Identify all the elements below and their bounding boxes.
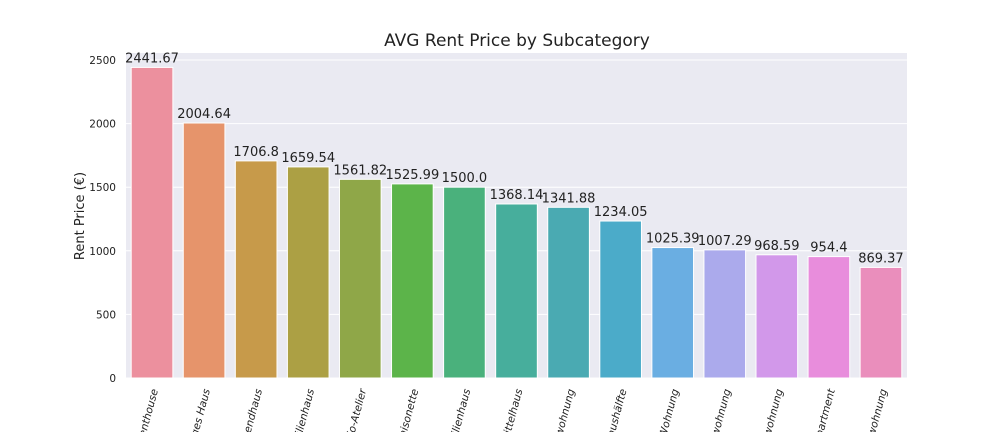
data-labels: 2441.67 2004.64 1706.8 1659.541561.821525.9… (125, 51, 904, 266)
bar (859, 266, 903, 379)
bar (599, 220, 642, 379)
x-tick-label: ittelhaus (502, 387, 526, 432)
x-tick-label: ilienhaus (293, 387, 317, 432)
bar-value-label: 954.4 (810, 241, 847, 256)
y-tick-label: 2000 (89, 119, 116, 131)
bar-value-label: 1025.39 (646, 232, 700, 247)
bar (547, 206, 590, 379)
x-tick-label: endhaus (242, 387, 265, 432)
bar (130, 66, 174, 379)
bar (286, 166, 330, 379)
bar-value-label: 1368.14 (490, 188, 544, 203)
y-tick-label: 1500 (89, 182, 116, 194)
bar (807, 256, 851, 379)
chart-title: AVG Rent Price by Subcategory (384, 31, 650, 51)
y-axis-ticks: 0 500 1000 1500 2000 2500 (89, 55, 116, 385)
y-tick-label: 2500 (89, 55, 116, 67)
bar (495, 203, 538, 379)
bar-value-label: 1234.05 (594, 205, 648, 220)
x-axis-ticks: enthouse ges Haus endhaus ilienhaus io-Ateli… (137, 387, 890, 432)
bar-value-label: 1706.8 (233, 145, 279, 160)
bar (703, 249, 747, 379)
bar (182, 122, 226, 379)
x-tick-label: wohnung (866, 387, 890, 432)
bar (234, 160, 278, 379)
x-tick-label: wohnung (553, 387, 577, 432)
bar-value-label: 1500.0 (442, 171, 488, 186)
x-tick-label: enthouse (137, 388, 161, 432)
y-tick-label: 500 (96, 309, 116, 321)
x-tick-label: aushälfte (605, 388, 629, 432)
y-tick-label: 0 (109, 373, 116, 385)
bar-value-label: 1007.29 (698, 234, 752, 249)
y-axis-label: Rent Price (€) (73, 172, 88, 260)
bar (338, 178, 382, 379)
bar-value-label: 869.37 (858, 251, 904, 266)
bar-value-label: 1341.88 (542, 191, 596, 206)
bar (651, 247, 695, 379)
x-tick-label: io-Atelier (345, 387, 369, 432)
bar-value-label: 1561.82 (333, 163, 387, 178)
bar-value-label: 1525.99 (385, 168, 439, 183)
bar (755, 254, 799, 379)
x-tick-label: aisonette (397, 388, 421, 432)
x-tick-label: ilienhaus (450, 387, 474, 432)
bar-value-label: 2004.64 (177, 107, 231, 122)
bar-value-label: 2441.67 (125, 51, 179, 66)
x-tick-label: ges Haus (189, 387, 213, 432)
bar-value-label: 968.59 (754, 239, 800, 254)
y-tick-label: 1000 (89, 246, 116, 258)
bar (443, 186, 486, 379)
x-tick-label: Wohnung (657, 387, 682, 432)
x-tick-label: wohnung (762, 387, 786, 432)
x-tick-label: wohnung (710, 387, 734, 432)
x-tick-label: partment (813, 387, 838, 432)
bar-value-label: 1659.54 (281, 151, 335, 166)
bar (391, 183, 434, 379)
bars (130, 66, 903, 379)
